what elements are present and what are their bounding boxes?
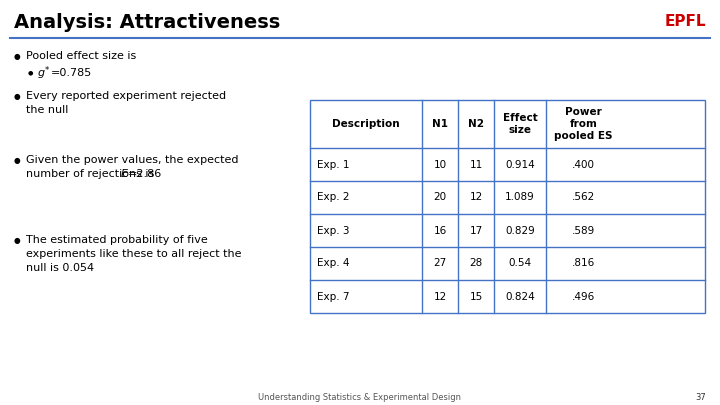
Text: Exp. 3: Exp. 3 (317, 226, 349, 235)
Text: 0.824: 0.824 (505, 292, 535, 301)
Text: 17: 17 (469, 226, 482, 235)
Text: 16: 16 (433, 226, 446, 235)
Text: 0.914: 0.914 (505, 160, 535, 170)
Text: Every reported experiment rejected: Every reported experiment rejected (26, 91, 226, 101)
Text: 12: 12 (433, 292, 446, 301)
Text: ●: ● (14, 92, 21, 100)
Text: 37: 37 (696, 392, 706, 401)
Text: EPFL: EPFL (665, 15, 706, 30)
Text: 1.089: 1.089 (505, 192, 535, 202)
Text: null is 0.054: null is 0.054 (26, 263, 94, 273)
Text: ●: ● (14, 51, 21, 60)
Text: ●: ● (28, 70, 34, 75)
Text: Understanding Statistics & Experimental Design: Understanding Statistics & Experimental … (258, 392, 462, 401)
Text: 20: 20 (433, 192, 446, 202)
Text: 27: 27 (433, 258, 446, 269)
Text: The estimated probability of five: The estimated probability of five (26, 235, 208, 245)
Text: 10: 10 (433, 160, 446, 170)
Text: experiments like these to all reject the: experiments like these to all reject the (26, 249, 241, 259)
Text: .400: .400 (572, 160, 595, 170)
Text: Exp. 4: Exp. 4 (317, 258, 349, 269)
Text: number of rejections is: number of rejections is (26, 169, 158, 179)
Text: Power
from
pooled ES: Power from pooled ES (554, 107, 613, 141)
Text: ●: ● (14, 235, 21, 245)
Text: .589: .589 (572, 226, 595, 235)
Text: Given the power values, the expected: Given the power values, the expected (26, 155, 238, 165)
Text: .496: .496 (572, 292, 595, 301)
Text: E: E (121, 169, 128, 179)
Text: Analysis: Attractiveness: Analysis: Attractiveness (14, 13, 280, 32)
Text: 11: 11 (469, 160, 482, 170)
Text: Pooled effect size is: Pooled effect size is (26, 51, 136, 61)
Text: .816: .816 (572, 258, 595, 269)
Text: =0.785: =0.785 (51, 68, 92, 78)
Text: Effect
size: Effect size (503, 113, 537, 135)
Bar (310, 100, 705, 313)
Text: N1: N1 (432, 119, 448, 129)
Text: *: * (45, 66, 49, 75)
Text: .562: .562 (572, 192, 595, 202)
Text: Exp. 7: Exp. 7 (317, 292, 349, 301)
Text: 28: 28 (469, 258, 482, 269)
Text: 12: 12 (469, 192, 482, 202)
Text: the null: the null (26, 105, 68, 115)
Text: Exp. 2: Exp. 2 (317, 192, 349, 202)
Text: g: g (38, 68, 45, 78)
Text: 15: 15 (469, 292, 482, 301)
Text: Description: Description (332, 119, 400, 129)
Text: 0.829: 0.829 (505, 226, 535, 235)
Text: N2: N2 (468, 119, 484, 129)
Text: ●: ● (14, 156, 21, 164)
Text: 0.54: 0.54 (508, 258, 531, 269)
Text: =2.86: =2.86 (128, 169, 162, 179)
Text: Exp. 1: Exp. 1 (317, 160, 349, 170)
